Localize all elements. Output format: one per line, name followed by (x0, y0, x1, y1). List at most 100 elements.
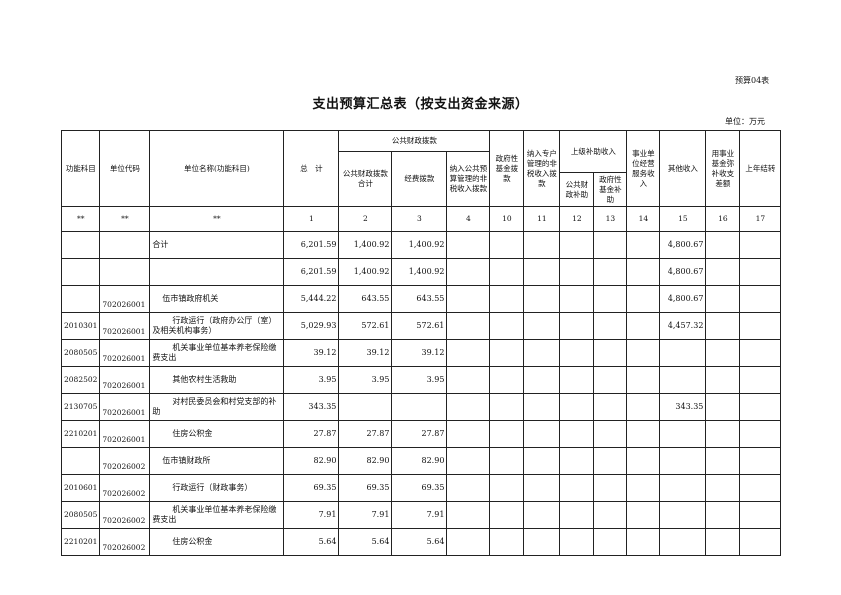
amount-cell (705, 420, 741, 448)
amount-cell: 5,029.93 (283, 312, 340, 340)
amount-cell (705, 231, 741, 259)
amount-cell (739, 528, 782, 556)
func-code-cell: 2082502 (60, 366, 101, 394)
unit-name-cell: 其他农村生活救助 (149, 366, 285, 394)
amount-cell (559, 339, 595, 367)
header-other: 其他收入 (659, 130, 707, 207)
index-cell: ** (149, 206, 285, 232)
table-row: 2080505 702026002 机关事业单位基本养老保险缴费支出 7.91 7.91… (60, 501, 782, 529)
unit-code-cell: 702026001 (99, 285, 151, 313)
amount-cell (446, 501, 491, 529)
amount-cell (489, 231, 525, 259)
index-cell: ** (99, 206, 151, 232)
amount-cell (659, 420, 707, 448)
amount-cell (659, 366, 707, 394)
amount-cell (593, 393, 628, 421)
func-code-cell: 2080505 (60, 339, 101, 367)
table-row: 2210201 702026002 住房公积金 5.64 5.64 5.64 (60, 528, 782, 556)
amount-cell (626, 285, 661, 313)
unit-name-cell (149, 258, 285, 286)
unit-name-cell: 住房公积金 (149, 420, 285, 448)
amount-cell: 5.64 (283, 528, 340, 556)
table-row: 2130705 702026001 对村民委员会和村党支部的补助 343.35 343.… (60, 393, 782, 421)
amount-cell: 69.35 (283, 474, 340, 502)
index-cell: 15 (659, 206, 707, 232)
func-code-cell (60, 258, 101, 286)
amount-cell (391, 393, 448, 421)
amount-cell (446, 285, 491, 313)
unit-name-cell: 合计 (149, 231, 285, 259)
table-row: 6,201.59 1,400.92 1,400.92 4,800.67 (60, 258, 782, 286)
amount-cell (446, 420, 491, 448)
func-code-cell (60, 231, 101, 259)
amount-cell: 27.87 (338, 420, 393, 448)
amount-cell: 7.91 (283, 501, 340, 529)
index-cell: 17 (739, 206, 782, 232)
amount-cell (705, 312, 741, 340)
amount-cell (523, 285, 561, 313)
func-code-cell: 2130705 (60, 393, 101, 421)
amount-cell: 343.35 (659, 393, 707, 421)
index-cell: 12 (559, 206, 595, 232)
amount-cell: 82.90 (283, 447, 340, 475)
amount-cell (446, 231, 491, 259)
amount-cell (739, 285, 782, 313)
func-code-cell (60, 285, 101, 313)
header-business: 事业单位经营服务收入 (626, 130, 661, 207)
index-cell: 16 (705, 206, 741, 232)
amount-cell (739, 366, 782, 394)
amount-cell (705, 285, 741, 313)
budget-table: 功能科目 单位代码 单位名称(功能科目) 总 计 公共财政拨款 政府性基金拨款 … (60, 130, 782, 556)
amount-cell (659, 339, 707, 367)
unit-code-cell: 702026002 (99, 474, 151, 502)
amount-cell: 3.95 (338, 366, 393, 394)
header-pf-total: 公共财政拨款合计 (338, 151, 393, 207)
header-gov-fund: 政府性基金拨款 (489, 130, 525, 207)
table-row: 2080505 702026001 机关事业单位基本养老保险缴费支出 39.12 39.… (60, 339, 782, 367)
amount-cell: 3.95 (283, 366, 340, 394)
index-cell: 10 (489, 206, 525, 232)
amount-cell (705, 474, 741, 502)
amount-cell (659, 447, 707, 475)
amount-cell (489, 474, 525, 502)
amount-cell (523, 258, 561, 286)
amount-cell (523, 366, 561, 394)
amount-cell (523, 447, 561, 475)
amount-cell (446, 366, 491, 394)
amount-cell (705, 447, 741, 475)
amount-cell (559, 393, 595, 421)
header-superior: 上级补助收入 (559, 130, 628, 173)
func-code-cell: 2080505 (60, 501, 101, 529)
amount-cell: 572.61 (391, 312, 448, 340)
amount-cell (523, 231, 561, 259)
header-special-nontax: 纳入专户管理的非税收入拨款 (523, 130, 561, 207)
amount-cell (559, 312, 595, 340)
amount-cell (593, 285, 628, 313)
table-row: 合计 6,201.59 1,400.92 1,400.92 4,800.67 (60, 231, 782, 259)
amount-cell (739, 501, 782, 529)
amount-cell: 4,800.67 (659, 231, 707, 259)
amount-cell: 39.12 (338, 339, 393, 367)
amount-cell (523, 420, 561, 448)
amount-cell (593, 231, 628, 259)
amount-cell (446, 258, 491, 286)
amount-cell (559, 258, 595, 286)
form-number: 预算04表 (735, 76, 770, 85)
amount-cell (446, 528, 491, 556)
amount-cell (739, 339, 782, 367)
amount-cell (739, 474, 782, 502)
amount-cell (739, 258, 782, 286)
index-cell: 3 (391, 206, 448, 232)
index-cell: ** (60, 206, 101, 232)
amount-cell: 27.87 (283, 420, 340, 448)
amount-cell (659, 528, 707, 556)
index-cell: 14 (626, 206, 661, 232)
amount-cell (626, 312, 661, 340)
unit-name-cell: 行政运行（政府办公厅（室）及相关机构事务） (149, 312, 285, 340)
header-total: 总 计 (283, 130, 340, 207)
unit-code-cell: 702026001 (99, 420, 151, 448)
unit-name-cell: 对村民委员会和村党支部的补助 (149, 393, 285, 421)
amount-cell (559, 231, 595, 259)
amount-cell (489, 366, 525, 394)
amount-cell (739, 231, 782, 259)
